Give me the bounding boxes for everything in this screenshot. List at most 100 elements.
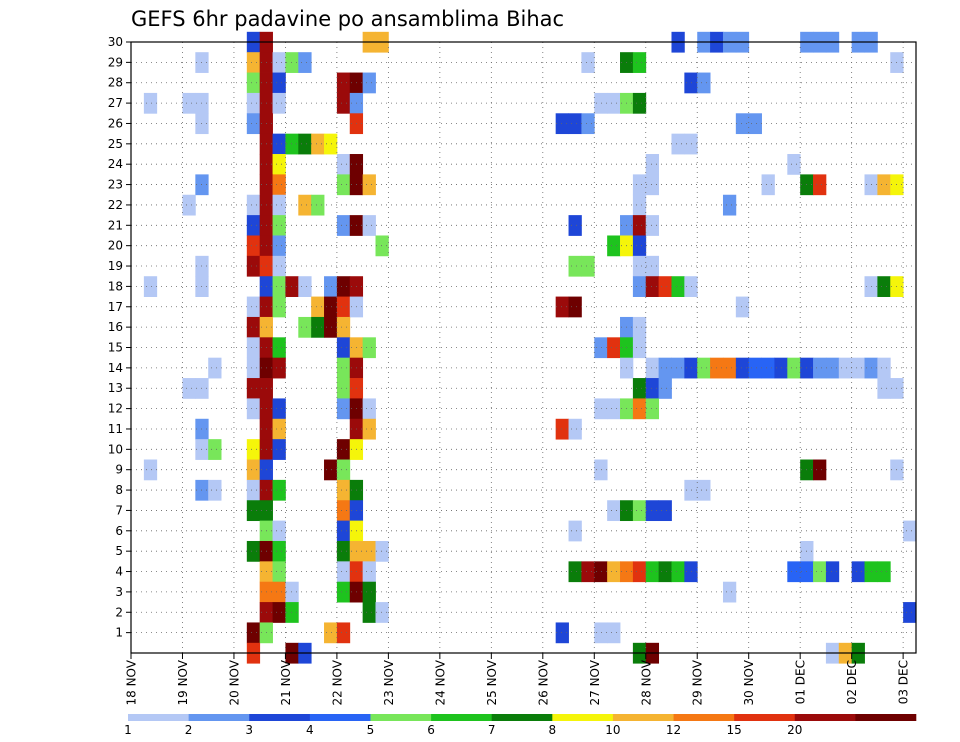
heatmap-cell [336, 561, 351, 583]
heatmap-cell [143, 276, 158, 297]
x-tick-label: 26 NOV [536, 659, 550, 705]
heatmap-cell [336, 215, 351, 236]
heatmap-cell [285, 602, 299, 623]
heatmap-cell [787, 357, 801, 379]
x-tick-label: 29 NOV [691, 659, 705, 705]
legend-swatch [734, 714, 796, 721]
heatmap-cell [645, 500, 660, 522]
heatmap-cell [272, 235, 286, 257]
heatmap-cell [324, 276, 338, 297]
heatmap-cell [336, 439, 351, 460]
heatmap-cell [581, 113, 595, 135]
heatmap-cell [298, 52, 312, 73]
heatmap-cell [568, 215, 582, 236]
legend-label: 7 [488, 723, 496, 737]
heatmap-cell [684, 72, 698, 94]
heatmap-cell [246, 500, 261, 522]
heatmap-cell [735, 113, 750, 135]
heatmap-cell [362, 418, 376, 440]
heatmap-cell [272, 418, 286, 440]
heatmap-cell [246, 92, 261, 114]
heatmap-cell [362, 398, 376, 420]
heatmap-cell [787, 561, 801, 583]
heatmap-cell [298, 316, 312, 338]
heatmap-cell [362, 174, 376, 196]
heatmap-cell [208, 479, 222, 501]
x-tick-label: 20 NOV [227, 659, 241, 705]
y-tick-label: 14 [108, 361, 123, 375]
y-tick-label: 22 [108, 198, 123, 212]
heatmap-cell [748, 113, 762, 135]
heatmap-cell [658, 276, 672, 297]
heatmap-cell [671, 357, 685, 379]
heatmap-cell [735, 296, 750, 318]
heatmap-cell [877, 561, 891, 583]
heatmap-cell [632, 215, 647, 236]
heatmap-cell [336, 337, 351, 359]
heatmap-cell [607, 500, 621, 522]
heatmap-cell [568, 520, 582, 542]
heatmap-cell [607, 561, 621, 583]
heatmap-cell [362, 72, 376, 94]
heatmap-cell [645, 255, 660, 277]
heatmap-cell [246, 337, 261, 359]
heatmap-cell [903, 602, 917, 623]
heatmap-cell [246, 52, 261, 73]
heatmap-cell [632, 337, 647, 359]
heatmap-cell [722, 357, 737, 379]
heatmap-cell [324, 316, 338, 338]
x-tick-label: 19 NOV [176, 659, 190, 705]
legend-label: 1 [124, 723, 132, 737]
heatmap-cell [336, 378, 351, 399]
legend-label: 5 [367, 723, 375, 737]
heatmap-cell [362, 561, 376, 583]
legend-swatch [855, 714, 917, 721]
y-tick-label: 12 [108, 402, 123, 416]
heatmap-cell [272, 154, 286, 175]
legend-label: 3 [245, 723, 253, 737]
heatmap-cell [246, 398, 261, 420]
heatmap-cell [272, 194, 286, 216]
heatmap-cell [298, 276, 312, 297]
heatmap-cell [568, 113, 582, 135]
heatmap-cell [375, 540, 389, 562]
heatmap-cell [336, 479, 351, 501]
heatmap-cell [825, 561, 840, 583]
heatmap-cell [272, 52, 286, 73]
heatmap-cell [568, 296, 582, 318]
legend-label: 12 [666, 723, 681, 737]
y-tick-label: 1 [115, 626, 123, 640]
y-tick-label: 2 [115, 605, 123, 619]
heatmap-cell [645, 276, 660, 297]
legend-swatch [673, 714, 735, 721]
heatmap-cell [272, 276, 286, 297]
heatmap-cell [208, 357, 222, 379]
heatmap-cell [671, 561, 685, 583]
heatmap-cell [336, 540, 351, 562]
heatmap-cell [748, 357, 762, 379]
heatmap-cell [645, 154, 660, 175]
x-tick-label: 24 NOV [433, 659, 447, 705]
legend-swatch [188, 714, 250, 721]
y-tick-label: 6 [115, 524, 123, 538]
heatmap-cell [246, 459, 261, 481]
legend-swatch [491, 714, 553, 721]
chart-title: GEFS 6hr padavine po ansamblima Bihac [131, 7, 564, 31]
heatmap-cell [594, 337, 608, 359]
heatmap-cell [581, 561, 595, 583]
y-tick-label: 7 [115, 503, 123, 517]
heatmap-cell [594, 398, 608, 420]
legend-label: 20 [787, 723, 802, 737]
x-tick-label: 27 NOV [588, 659, 602, 705]
legend-swatch [249, 714, 311, 721]
heatmap-cell [272, 581, 286, 603]
legend-label: 4 [306, 723, 314, 737]
heatmap-cell [272, 337, 286, 359]
x-axis: 18 NOV 19 NOV 20 NOV 21 NOV 22 NOV 23 NOV 24 N… [125, 653, 911, 706]
x-tick-label: 22 NOV [330, 659, 344, 705]
heatmap-cell [697, 72, 711, 94]
heatmap-cell [658, 378, 672, 399]
heatmap-cell [246, 316, 261, 338]
x-tick-label: 30 NOV [742, 659, 756, 705]
x-tick-label: 18 NOV [125, 659, 139, 705]
